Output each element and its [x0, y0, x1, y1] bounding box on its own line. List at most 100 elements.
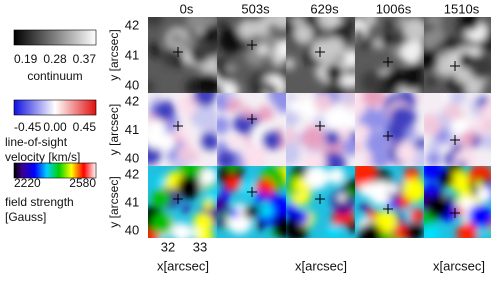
blob: [364, 130, 390, 156]
blob: [362, 93, 386, 108]
panel-image: [424, 166, 491, 238]
blob: [186, 17, 207, 32]
blobs: [148, 166, 217, 238]
blobs: [286, 166, 355, 238]
blob: [355, 124, 370, 140]
y-axis-label: y [arcsec]: [107, 29, 121, 80]
blob: [313, 93, 333, 112]
blob: [442, 35, 458, 51]
blob: [193, 93, 217, 107]
colorbar-label: continuum: [27, 69, 82, 83]
blob: [230, 135, 242, 148]
blob: [202, 198, 214, 210]
blob: [395, 142, 417, 163]
blob: [468, 204, 491, 228]
blob: [347, 221, 355, 233]
blob: [148, 17, 163, 27]
blob: [301, 126, 325, 150]
blob: [155, 176, 166, 187]
blob: [481, 117, 491, 133]
blob: [240, 179, 257, 196]
blob: [217, 27, 244, 54]
colorbar-continuum: [13, 29, 97, 46]
blob: [340, 93, 353, 104]
blob: [197, 72, 217, 93]
blob: [226, 97, 242, 113]
marker-cross: [450, 208, 460, 218]
panel-image: [355, 17, 424, 93]
blob: [337, 193, 346, 202]
blobs: [217, 17, 286, 93]
colorbar-tick-label: 2220: [14, 176, 41, 190]
blob: [340, 72, 355, 87]
blob: [272, 215, 286, 238]
marker-cross: [450, 135, 460, 145]
blob: [483, 101, 491, 115]
blob: [355, 166, 377, 185]
blob: [182, 204, 191, 213]
marker-cross: [173, 121, 183, 131]
blob: [192, 212, 214, 234]
blob: [409, 207, 424, 223]
blob: [464, 79, 484, 93]
blobs: [217, 166, 286, 238]
colorbar-tick-label: 2580: [69, 176, 96, 190]
blob: [397, 196, 411, 210]
y-tick-label: 41: [125, 122, 139, 137]
panels: [148, 17, 491, 238]
blob: [434, 53, 459, 78]
blob: [380, 33, 393, 46]
colorbar-label: [Gauss]: [5, 210, 46, 224]
blob: [227, 166, 237, 172]
y-tick-label: 40: [125, 150, 139, 165]
colorbar-tick-label: 0.45: [73, 120, 97, 134]
blobs: [217, 93, 286, 166]
panel-image: [148, 166, 217, 238]
blob: [286, 142, 301, 166]
marker-cross: [247, 187, 257, 197]
marker-cross: [173, 194, 183, 204]
blob: [355, 28, 364, 41]
blob: [324, 106, 348, 130]
blob: [324, 130, 341, 146]
blob: [342, 49, 355, 68]
blob: [152, 189, 171, 208]
blob: [427, 140, 442, 154]
blob: [253, 83, 265, 93]
blob: [151, 212, 174, 235]
panel-image: [217, 17, 286, 93]
blob: [325, 63, 344, 83]
blob: [267, 192, 279, 204]
blob: [217, 116, 230, 135]
blob: [426, 151, 442, 166]
panel-image: [217, 166, 286, 238]
marker-cross: [383, 204, 393, 214]
blob: [327, 224, 341, 238]
blob: [449, 93, 466, 105]
blobs: [355, 166, 424, 238]
marker-cross: [247, 114, 257, 124]
blob: [387, 182, 399, 194]
column-title: 503s: [241, 1, 270, 16]
x-tick-label: 33: [193, 239, 207, 254]
marker-cross: [450, 61, 460, 71]
blob: [272, 17, 286, 30]
blob: [424, 49, 439, 72]
blob: [338, 206, 349, 216]
blob: [148, 131, 161, 148]
blob: [426, 194, 451, 219]
blob: [424, 30, 440, 50]
panel-image: [217, 93, 286, 166]
marker-cross: [173, 47, 183, 57]
panel-image: [424, 17, 491, 93]
blob: [359, 180, 376, 198]
y-tick-label: 42: [125, 166, 139, 181]
blob: [321, 151, 346, 166]
colorbar-tick-label: 0.28: [43, 52, 67, 66]
blob: [177, 144, 194, 161]
colorbar-tick-label: -0.45: [14, 120, 42, 134]
panel-image: [148, 17, 217, 93]
blob: [303, 151, 327, 166]
y-tick-label: 42: [125, 17, 139, 32]
blob: [243, 206, 257, 219]
